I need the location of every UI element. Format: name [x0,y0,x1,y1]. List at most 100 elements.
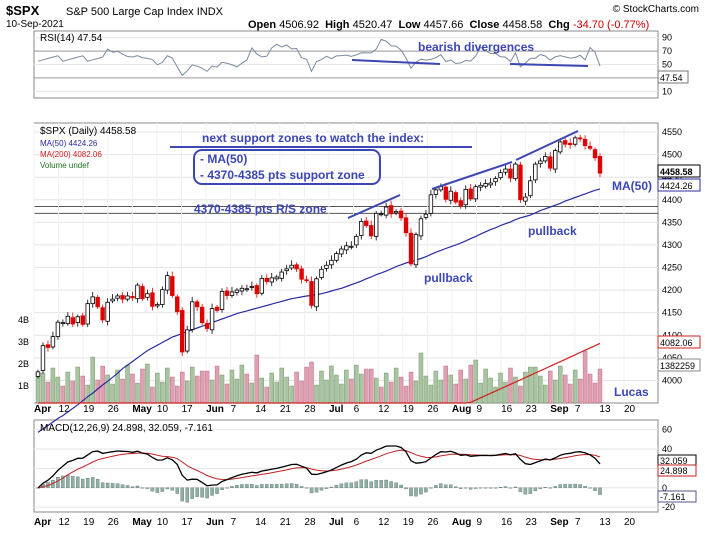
candle-body [538,160,543,165]
volume-bar [160,381,165,404]
volume-bar [364,368,369,404]
macd-histogram-bar [76,476,80,488]
volume-bar [85,384,90,404]
candle-body [120,295,125,300]
volume-bar [324,379,329,404]
svg-text:32.059: 32.059 [660,456,688,466]
candle-body [304,279,309,282]
volume-bar [155,372,160,404]
x-axis-label: 26 [427,404,439,415]
macd-histogram-bar [145,487,150,489]
candle-body [562,140,568,145]
volume-bar [269,372,274,404]
last-close-tag: 4458.58 [657,164,701,178]
candle-body [597,156,603,174]
x-axis-label: 20 [624,404,636,415]
volume-bar [433,370,439,404]
x-axis-label: 19 [83,404,95,415]
volume-bar [294,371,299,404]
macd-histogram-bar [230,486,234,488]
signal-tag: 24.898 [657,464,697,477]
macd-legend: MACD(12,26,9) 24.898, 32.059, -7.161 [40,423,213,434]
volume-bar [483,368,488,404]
candle-body [463,188,468,206]
macd-histogram-bar [354,481,359,488]
x-axis-label: 6 [354,517,360,528]
macd-histogram-bar [255,485,259,488]
macd-histogram-bar [538,487,543,490]
volume-tick: 3B [18,337,29,347]
price-y-tick: 4250 [662,263,682,273]
candle-body [513,163,518,179]
volume-bar [289,385,294,404]
macd-line [37,445,601,489]
macd-histogram-bar [66,474,70,488]
source-credit: © StockCharts.com [612,4,699,15]
macd-histogram-bar [319,487,324,491]
volume-bar [264,386,269,404]
rsi-line-group [37,38,601,77]
macd-histogram-bar [304,487,309,489]
x-axis-label: 12 [378,404,390,415]
candle-body [548,156,553,169]
volume-bar [503,381,508,404]
volume-bar [145,363,150,404]
pullback-annotation-2: pullback [528,224,577,238]
volume-bar [393,367,399,404]
candle-body [587,146,593,149]
x-axis-label: 7 [575,404,581,415]
x-axis-label: 20 [624,517,636,528]
price-y-tick: 4100 [662,330,682,340]
macd-histogram-bar [424,487,428,493]
candle-body [349,245,354,248]
macd-histogram-bar [125,485,130,488]
volume-bar [194,375,200,404]
candle-body [259,277,265,294]
macd-histogram-bar [493,487,498,489]
macd-histogram-bar [279,483,284,488]
candle-body [319,268,324,278]
volume-bar [45,381,51,404]
volume-bar [95,379,100,404]
macd-histogram-bar [329,486,334,488]
volume-bar [55,376,61,404]
candle-body [428,194,434,214]
price-panel [33,122,659,404]
volume-bar [572,369,578,404]
index-name: S&P 500 Large Cap Index INDX [66,6,223,18]
volume-bar [234,378,240,404]
candle-body [130,296,135,299]
ma200-line [38,342,601,404]
trendline-1 [347,194,401,219]
macd-histogram-bar [463,487,468,489]
x-axis-label: Aug [452,404,471,415]
macd-y-tick: 40 [662,444,672,454]
volume-bar [70,380,76,404]
volume-bar [314,384,319,404]
candle-body [393,211,399,214]
volume-bar [105,374,110,404]
candle-body [234,289,240,293]
macd-histogram-bar [100,482,105,488]
rsi-divergence-line-2 [509,63,589,67]
macd-histogram-bar [115,483,120,488]
volume-bar [538,375,543,404]
candle-body [35,371,41,377]
volume-bar [354,364,359,404]
x-axis-label: Apr [34,404,51,415]
macd-histogram-bar [578,484,582,488]
x-axis-label: 26 [427,517,439,528]
support-box [193,149,381,185]
macd-histogram-bar [195,487,199,497]
volume-bar [90,356,95,404]
macd-histogram-bar [81,478,85,488]
macd-histogram-bar [498,486,503,488]
candle-body [189,301,195,330]
macd-histogram-bar [180,487,184,502]
macd-histogram-bar [478,487,483,489]
macd-y-tick: 60 [662,425,672,435]
rsi-y-tick: 70 [662,46,672,56]
macd-histogram-bar [593,487,597,491]
rsi-divergence-line-1 [351,59,441,65]
